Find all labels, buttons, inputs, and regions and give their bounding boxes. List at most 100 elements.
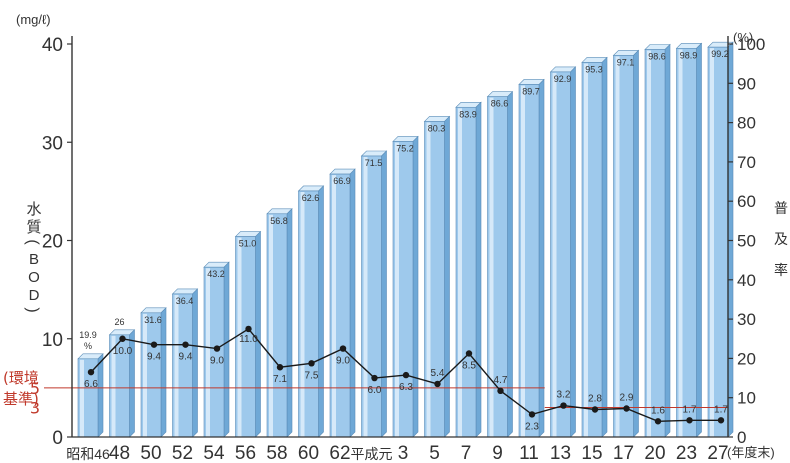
bar <box>518 78 545 438</box>
right-tick-label: 0 <box>737 428 746 447</box>
left-axis-title-char: ) <box>24 307 41 312</box>
left-tick-label: 10 <box>42 330 63 351</box>
bar <box>171 288 199 438</box>
bod-value-label: 2.8 <box>588 393 602 404</box>
bod-value-label: 9.0 <box>336 356 350 367</box>
right-tick-label: 20 <box>737 349 756 368</box>
bar <box>77 353 104 438</box>
bar-value-label: 89.7 <box>522 86 540 96</box>
x-tick-label: 54 <box>203 443 225 463</box>
x-tick-label: 昭和46 <box>66 446 110 462</box>
bod-value-label: 8.5 <box>462 360 476 371</box>
bar-value-label: 83.9 <box>459 109 477 119</box>
x-axis-suffix: (年度末) <box>727 445 775 460</box>
bar-value-label: 56.8 <box>270 216 288 226</box>
left-tick-label: 0 <box>52 428 63 449</box>
bod-value-label: 9.0 <box>210 356 224 367</box>
right-tick-label: 70 <box>737 153 756 172</box>
reference-label: (環境 <box>3 369 39 387</box>
bar <box>360 150 388 438</box>
bod-value-label: 2.3 <box>525 421 539 432</box>
x-tick-label: 60 <box>298 443 319 463</box>
x-tick-label: 20 <box>644 443 665 463</box>
bar-value-label: 75.2 <box>396 143 414 153</box>
bar <box>612 49 640 438</box>
bod-point <box>339 345 347 352</box>
bar-value-label: 95.3 <box>585 64 603 74</box>
bod-point <box>560 402 567 409</box>
reference-value-label: 3 <box>30 399 40 418</box>
bar-value-label: 97.1 <box>617 57 635 67</box>
right-tick-label: 40 <box>737 271 756 290</box>
bod-point <box>528 411 536 418</box>
bod-point <box>119 335 126 342</box>
bod-value-label: 6.6 <box>84 379 98 390</box>
x-tick-label: 平成元 <box>351 446 393 462</box>
bar-value-label: 80.3 <box>428 123 446 133</box>
left-axis-title-char: D <box>29 287 40 304</box>
bar-value-unit: % <box>84 341 92 351</box>
bar-value-label: 86.6 <box>491 99 509 109</box>
bod-point <box>371 374 378 382</box>
bar-value-label: 51.0 <box>239 239 257 249</box>
right-tick-label: 50 <box>737 232 756 251</box>
bar-value-label: 62.6 <box>302 193 320 203</box>
bod-value-label: 3.2 <box>557 390 571 401</box>
bod-value-label: 1.7 <box>683 404 697 415</box>
left-axis-title-char: ( <box>24 239 41 245</box>
left-axis-unit: (mg/ℓ) <box>16 12 51 27</box>
right-tick-label: 60 <box>737 192 756 211</box>
right-tick-label: 100 <box>737 35 765 54</box>
x-tick-label: 27 <box>707 443 728 463</box>
bar <box>266 208 293 438</box>
bod-point <box>591 406 599 413</box>
right-tick-label: 90 <box>737 74 756 93</box>
x-tick-label: 11 <box>519 443 539 463</box>
right-axis-unit: (%) <box>733 30 753 45</box>
bar <box>108 329 136 438</box>
bod-value-label: 9.4 <box>147 352 161 363</box>
bod-point <box>623 405 630 412</box>
bar-value-label: 43.2 <box>207 269 225 279</box>
bar <box>581 56 608 438</box>
x-tick-label: 13 <box>550 443 571 463</box>
bod-value-label: 11.0 <box>239 334 258 345</box>
bar <box>455 101 482 438</box>
bod-value-label: 9.4 <box>179 352 193 363</box>
bar <box>297 185 325 438</box>
x-tick-label: 48 <box>109 443 130 463</box>
bar <box>423 115 451 438</box>
bod-point <box>150 341 158 348</box>
x-tick-label: 62 <box>329 443 350 463</box>
reference-label: 基準) <box>3 390 39 408</box>
bod-value-label: 5.4 <box>431 368 445 379</box>
data-labels: 19.9% 26 31.6 36.4 43.2 51.0 56.8 62.6 66.9 71.5 7… <box>79 49 729 432</box>
bar-value-label: 66.9 <box>333 176 351 186</box>
bod-value-label: 1.7 <box>714 404 728 415</box>
x-tick-label: 17 <box>613 443 634 463</box>
x-tick-label: 5 <box>429 443 440 463</box>
bod-point <box>465 350 473 357</box>
bar <box>707 41 734 438</box>
left-axis-title-char: B <box>29 251 39 268</box>
bod-value-label: 6.3 <box>399 382 413 393</box>
bod-point <box>87 368 95 376</box>
bod-point <box>434 380 441 388</box>
left-tick-label: 40 <box>42 35 63 56</box>
bod-point <box>654 418 662 425</box>
bar <box>549 66 577 438</box>
left-axis-title-char: 水 <box>26 201 41 218</box>
bod-point <box>402 371 410 379</box>
x-tick-label: 7 <box>461 443 472 463</box>
bar-value-label: 71.5 <box>365 158 383 168</box>
x-tick-label: 52 <box>172 443 193 463</box>
bod-point <box>308 360 315 367</box>
bar-value-label: 26 <box>114 317 124 327</box>
x-tick-label: 3 <box>398 443 409 463</box>
bar <box>203 261 230 438</box>
bod-point <box>213 345 221 352</box>
bod-value-label: 1.6 <box>651 405 665 416</box>
axes: 0 10 20 30 40 0 10 20 30 40 50 60 70 80 90 100 (mg/ℓ) (%)… <box>16 12 788 463</box>
right-tick-label: 30 <box>737 310 756 329</box>
